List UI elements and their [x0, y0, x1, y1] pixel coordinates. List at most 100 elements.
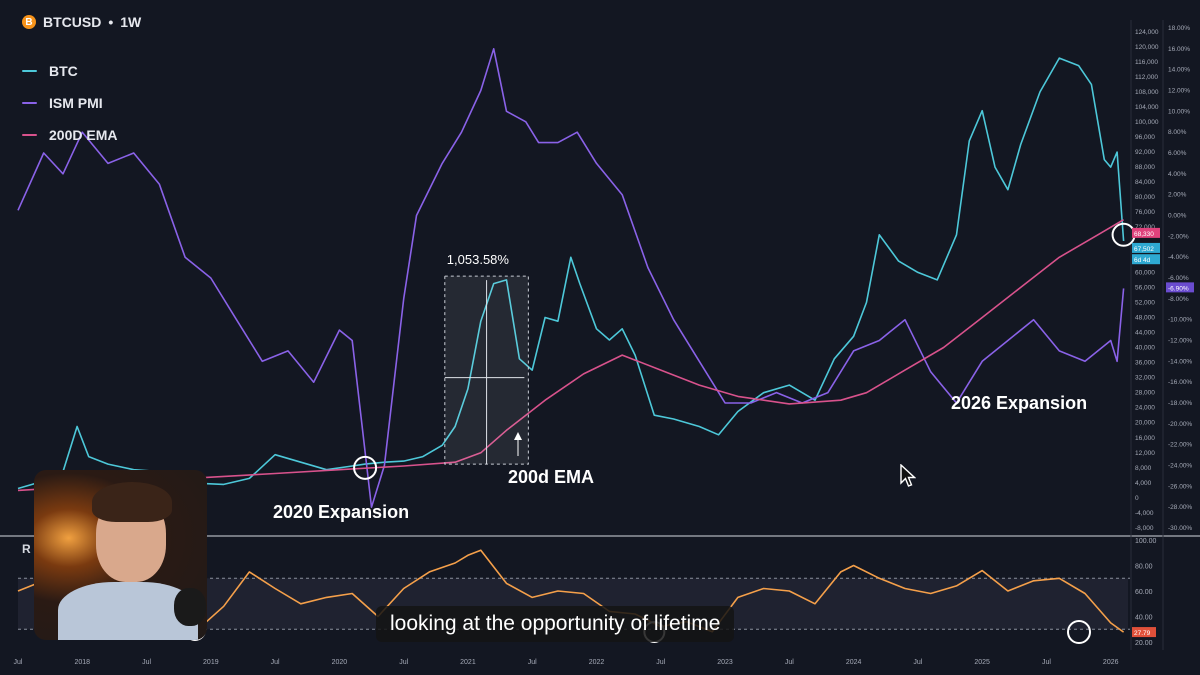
webcam-overlay: [34, 470, 207, 640]
video-caption: looking at the opportunity of lifetime: [376, 606, 735, 642]
microphone-icon: [174, 588, 206, 626]
x-tick-label: 2024: [846, 659, 862, 666]
expansion-2020-label: 2020 Expansion: [273, 502, 409, 522]
price-tick-label: 24,000: [1135, 405, 1155, 412]
btc-countdown-tag-bg: [1132, 254, 1160, 265]
rsi-tick-label: 60.00: [1135, 589, 1153, 596]
chart-symbol-header[interactable]: B BTCUSD • 1W: [22, 14, 141, 30]
legend-item-200d-ema[interactable]: 200D EMA: [22, 119, 117, 151]
ema-annotation-label: 200d EMA: [508, 467, 594, 487]
series-line-ism-pmi: [17, 47, 1125, 509]
pct-tick-label: 18.00%: [1168, 25, 1190, 32]
pmi-pct-tag-bg: [1166, 282, 1194, 293]
price-tick-label: 12,000: [1135, 450, 1155, 457]
pct-tick-label: -24.00%: [1168, 463, 1192, 470]
pct-tick-label: 16.00%: [1168, 46, 1190, 53]
price-tick-label: 100,000: [1135, 119, 1159, 126]
price-tick-label: 28,000: [1135, 390, 1155, 397]
price-tick-label: 16,000: [1135, 435, 1155, 442]
expansion-2020-circle: [353, 455, 378, 480]
pct-tick-label: -16.00%: [1168, 379, 1192, 386]
legend-swatch-btc: [22, 70, 37, 72]
price-tick-label: 36,000: [1135, 360, 1155, 367]
legend-item-ism-pmi[interactable]: ISM PMI: [22, 87, 117, 119]
price-tick-label: 48,000: [1135, 314, 1155, 321]
caption-highlight: looking: [390, 612, 457, 635]
x-tick-label: Jul: [785, 659, 794, 666]
price-tick-label: 4,000: [1135, 480, 1152, 487]
x-tick-label: 2020: [332, 659, 348, 666]
legend-swatch-200d-ema: [22, 134, 37, 136]
legend-label-btc: BTC: [49, 63, 78, 79]
pct-tick-label: -10.00%: [1168, 317, 1192, 324]
x-tick-label: Jul: [913, 659, 922, 666]
price-tick-label: -4,000: [1135, 510, 1154, 517]
price-tick-label: 120,000: [1135, 44, 1159, 51]
price-tick-label: 20,000: [1135, 420, 1155, 427]
x-tick-label: 2022: [589, 659, 605, 666]
rsi-pane-label: R: [22, 542, 31, 556]
expansion-2026-label: 2026 Expansion: [951, 393, 1087, 413]
price-tick-label: 124,000: [1135, 29, 1159, 36]
x-tick-label: Jul: [528, 659, 537, 666]
x-tick-label: 2025: [974, 659, 990, 666]
pct-tick-label: 4.00%: [1168, 171, 1187, 178]
pct-tick-label: 8.00%: [1168, 129, 1187, 136]
legend: BTC ISM PMI 200D EMA: [22, 55, 117, 151]
btc-countdown-tag: 6d 4d: [1134, 257, 1151, 264]
legend-label-200d-ema: 200D EMA: [49, 127, 118, 143]
x-tick-label: 2026: [1103, 659, 1119, 666]
pmi-pct-tag: -6.90%: [1168, 285, 1189, 292]
x-tick-label: Jul: [271, 659, 280, 666]
price-tick-label: 84,000: [1135, 179, 1155, 186]
btc-price-tag-bg: [1132, 227, 1160, 238]
series-line-btc: [17, 57, 1125, 490]
pct-tick-label: 14.00%: [1168, 67, 1190, 74]
price-tick-label: 56,000: [1135, 284, 1155, 291]
pct-tick-label: -26.00%: [1168, 483, 1192, 490]
pct-tick-label: 2.00%: [1168, 192, 1187, 199]
rsi-tick-label: 100.00: [1135, 538, 1157, 545]
price-tick-label: 0: [1135, 495, 1139, 502]
pct-tick-label: -8.00%: [1168, 296, 1189, 303]
legend-item-btc[interactable]: BTC: [22, 55, 117, 87]
price-tick-label: 60,000: [1135, 269, 1155, 276]
pct-tick-label: 6.00%: [1168, 150, 1187, 157]
rsi-tick-label: 20.00: [1135, 640, 1153, 647]
rsi-low-circle-2026: [1067, 620, 1091, 644]
pct-tick-label: -30.00%: [1168, 525, 1192, 532]
rsi-value-tag: 27.79: [1134, 630, 1151, 637]
pct-tick-label: -14.00%: [1168, 358, 1192, 365]
x-tick-label: Jul: [399, 659, 408, 666]
rsi-tick-label: 80.00: [1135, 564, 1153, 571]
price-tick-label: 72,000: [1135, 224, 1155, 231]
series-line-rsi: [17, 549, 1125, 633]
x-tick-label: Jul: [142, 659, 151, 666]
pct-tick-label: 12.00%: [1168, 88, 1190, 95]
mouse-cursor-icon: [900, 464, 916, 487]
legend-label-ism-pmi: ISM PMI: [49, 95, 103, 111]
price-tick-label: 92,000: [1135, 149, 1155, 156]
separator-dot: •: [108, 14, 114, 30]
price-tick-label: 108,000: [1135, 89, 1159, 96]
x-tick-label: Jul: [656, 659, 665, 666]
bitcoin-icon: B: [22, 15, 36, 29]
price-tick-label: 52,000: [1135, 299, 1155, 306]
pct-tick-label: 0.00%: [1168, 213, 1187, 220]
btc-price-tag: 68,330: [1134, 231, 1154, 238]
price-tick-label: 76,000: [1135, 209, 1155, 216]
price-tick-label: 88,000: [1135, 164, 1155, 171]
rsi-value-tag-bg: [1132, 627, 1156, 638]
ema-pointer-head: [514, 432, 522, 440]
pct-tick-label: -4.00%: [1168, 254, 1189, 261]
x-tick-label: 2019: [203, 659, 219, 666]
rsi-tick-label: 40.00: [1135, 615, 1153, 622]
pct-tick-label: -22.00%: [1168, 442, 1192, 449]
legend-swatch-ism-pmi: [22, 102, 37, 104]
interval-label: 1W: [120, 14, 142, 30]
pct-tick-label: -28.00%: [1168, 504, 1192, 511]
pct-tick-label: -12.00%: [1168, 338, 1192, 345]
price-tick-label: 112,000: [1135, 74, 1158, 81]
x-tick-label: Jul: [14, 659, 23, 666]
